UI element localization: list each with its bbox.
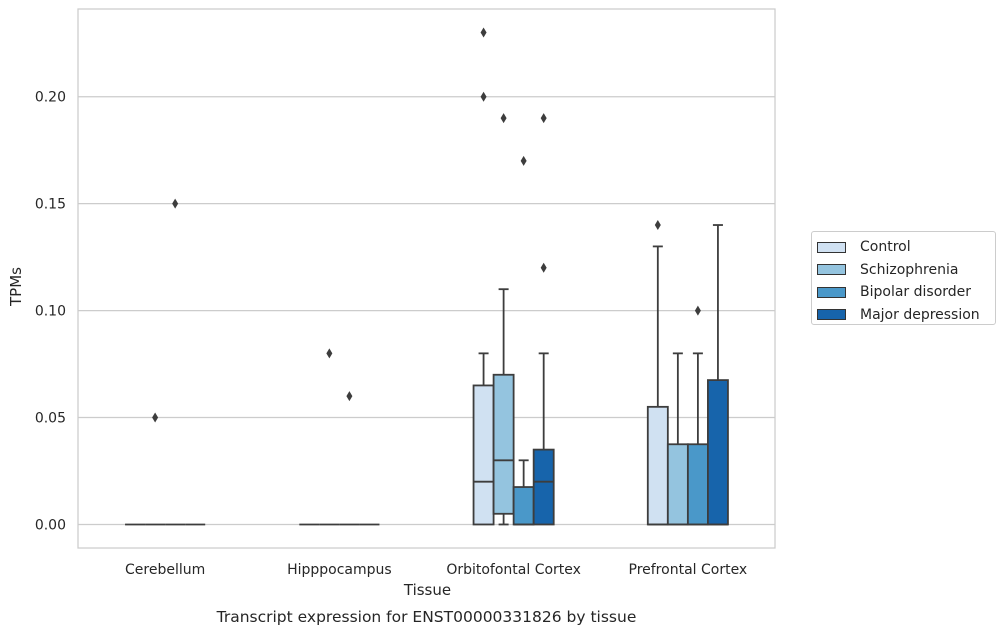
legend: Control Schizophrenia Bipolar disorder Majo… [811,231,996,325]
x-tick-label: Hipppocampus [287,562,392,578]
y-axis-label: TPMs [7,267,25,307]
box-body [532,448,555,526]
legend-label: Major depression [860,306,980,323]
x-axis-label: Tissue [403,581,451,599]
box-bipolar-disorder [686,305,709,526]
legend-swatch [817,264,846,276]
legend-label: Control [860,239,911,256]
box-body [686,443,709,526]
box-body [666,443,689,526]
legend-label: Bipolar disorder [860,284,972,301]
box-control [472,27,495,526]
legend-item: Major depression [817,304,995,327]
box-control [646,220,669,526]
box-body [472,384,495,526]
plot-frame [77,8,776,549]
y-tick-label: 0.00 [35,517,66,533]
outlier-point [480,91,487,102]
legend-item: Control [817,236,995,259]
outlier-point [152,412,159,423]
box-bipolar-disorder [512,155,535,526]
x-tick-label: Orbitofontal Cortex [446,562,581,578]
outlier-point [172,198,179,209]
outlier-point [654,220,661,231]
outlier-point [540,113,547,124]
x-tick-label: Prefrontal Cortex [629,562,748,578]
outlier-point [346,391,353,402]
box-major-depression [707,224,729,526]
outlier-point [326,348,333,359]
legend-item: Bipolar disorder [817,281,995,304]
box-series [125,27,729,526]
legend-swatch [817,241,846,253]
box-bipolar-disorder [339,391,360,526]
outlier-point [500,113,507,124]
legend-item: Schizophrenia [817,259,995,282]
outlier-point [694,305,701,316]
legend-swatch [817,309,846,321]
outlier-point [520,155,527,166]
box-major-depression [532,113,555,526]
box-body [707,379,729,526]
box-schizophrenia [319,348,340,526]
box-schizophrenia [145,412,166,526]
legend-label: Schizophrenia [860,261,959,278]
outlier-point [540,262,547,273]
y-tick-label: 0.20 [35,90,66,106]
box-body [492,373,515,515]
box-bipolar-disorder [165,198,186,526]
box-body [512,486,535,526]
chart-title: Transcript expression for ENST0000033182… [216,608,637,626]
box-schizophrenia [492,113,515,526]
legend-swatch [817,286,846,298]
outlier-point [480,27,487,38]
y-tick-label: 0.15 [35,197,66,213]
y-axis-ticks: 0.00 0.05 0.10 0.15 0.20 [35,90,66,534]
y-tick-label: 0.10 [35,304,66,320]
box-schizophrenia [666,352,689,526]
box-body [646,405,669,526]
y-tick-label: 0.05 [35,411,66,427]
x-axis-ticks: Cerebellum Hipppocampus Orbitofontal Corte… [125,562,747,578]
x-tick-label: Cerebellum [125,562,205,578]
